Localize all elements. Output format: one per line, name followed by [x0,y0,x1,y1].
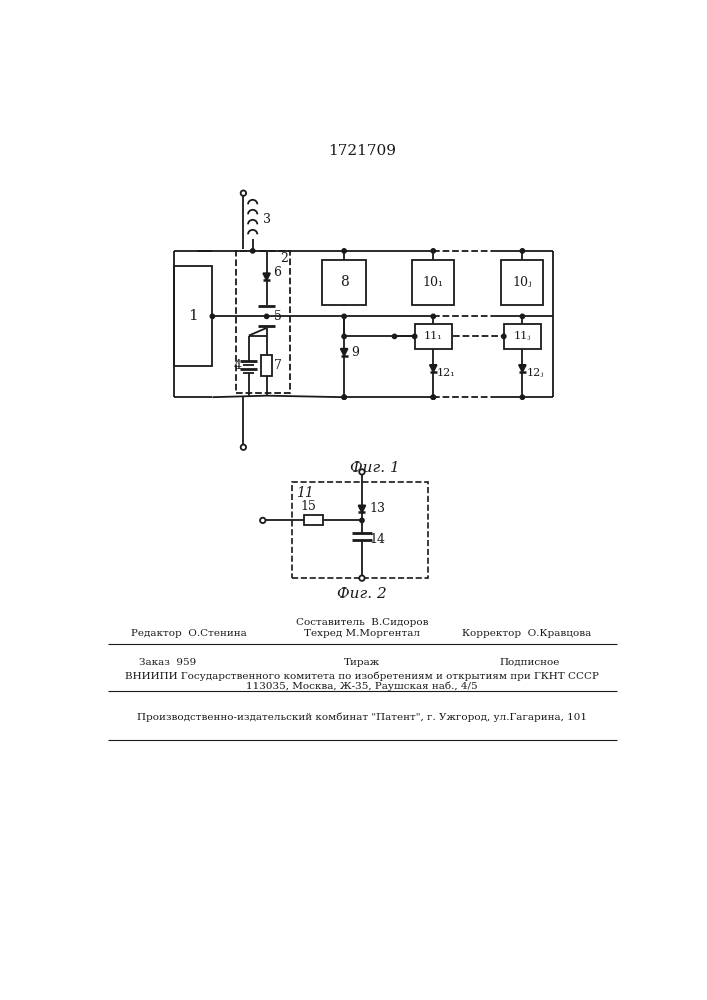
Text: 6: 6 [274,266,281,279]
Text: 113035, Москва, Ж-35, Раушская наб., 4/5: 113035, Москва, Ж-35, Раушская наб., 4/5 [246,682,478,691]
Text: 4: 4 [234,359,242,372]
Circle shape [210,314,214,319]
Text: 10₁: 10₁ [423,276,444,289]
Circle shape [342,314,346,319]
Text: Составитель  В.Сидоров: Составитель В.Сидоров [296,618,428,627]
Text: Производственно-издательский комбинат "Патент", г. Ужгород, ул.Гагарина, 101: Производственно-издательский комбинат "П… [137,712,587,722]
Bar [501,260,543,305]
Text: 15: 15 [300,500,317,513]
Circle shape [342,395,346,399]
Bar [235,251,290,393]
Circle shape [520,314,525,319]
Bar [305,515,323,525]
Circle shape [431,314,436,319]
Text: Подписное: Подписное [499,658,559,667]
Bar [174,266,212,366]
Circle shape [431,395,436,399]
Polygon shape [263,273,270,280]
Circle shape [250,249,255,253]
Text: Корректор  О.Кравцова: Корректор О.Кравцова [462,629,591,638]
Circle shape [240,445,246,450]
Bar [504,324,541,349]
Text: 13: 13 [370,502,385,515]
Text: 11: 11 [296,486,313,500]
Polygon shape [519,365,526,372]
Text: ВНИИПИ Государственного комитета по изобретениям и открытиям при ГКНТ СССР: ВНИИПИ Государственного комитета по изоб… [125,672,599,681]
Bar [322,260,366,305]
Text: Тираж: Тираж [344,658,380,667]
Text: 9: 9 [351,346,359,359]
Text: 11₁: 11₁ [424,331,443,341]
Text: 3: 3 [262,213,271,226]
Text: Редактор  О.Стенина: Редактор О.Стенина [132,629,247,638]
Circle shape [520,249,525,253]
Bar [292,482,428,578]
Bar [261,355,272,376]
Circle shape [264,314,269,319]
Text: 1721709: 1721709 [328,144,396,158]
Circle shape [342,395,346,399]
Text: 8: 8 [340,275,349,289]
Polygon shape [341,349,348,356]
Text: Фиг. 1: Фиг. 1 [350,461,400,475]
Circle shape [431,395,436,399]
Text: Техред М.Моргентал: Техред М.Моргентал [304,629,420,638]
Text: 7: 7 [274,359,281,372]
Circle shape [342,334,346,339]
Circle shape [392,334,397,339]
Circle shape [520,395,525,399]
Circle shape [431,249,436,253]
Circle shape [260,518,265,523]
Text: Фиг. 2: Фиг. 2 [337,587,387,601]
Text: 1: 1 [188,309,198,323]
Circle shape [501,334,506,339]
Polygon shape [430,365,437,372]
Bar [414,324,452,349]
Circle shape [240,190,246,196]
Circle shape [359,575,365,581]
Text: 2: 2 [280,252,288,265]
Bar [412,260,454,305]
Polygon shape [358,505,366,512]
Circle shape [360,518,364,523]
Text: Заказ  959: Заказ 959 [139,658,196,667]
Text: 12₁: 12₁ [436,368,455,378]
Circle shape [359,469,365,475]
Circle shape [342,249,346,253]
Text: 12ⱼ: 12ⱼ [526,368,544,378]
Circle shape [412,334,417,339]
Text: 10ⱼ: 10ⱼ [513,276,532,289]
Text: 11ⱼ: 11ⱼ [514,331,531,341]
Text: 14: 14 [370,533,385,546]
Text: 5: 5 [274,310,281,323]
